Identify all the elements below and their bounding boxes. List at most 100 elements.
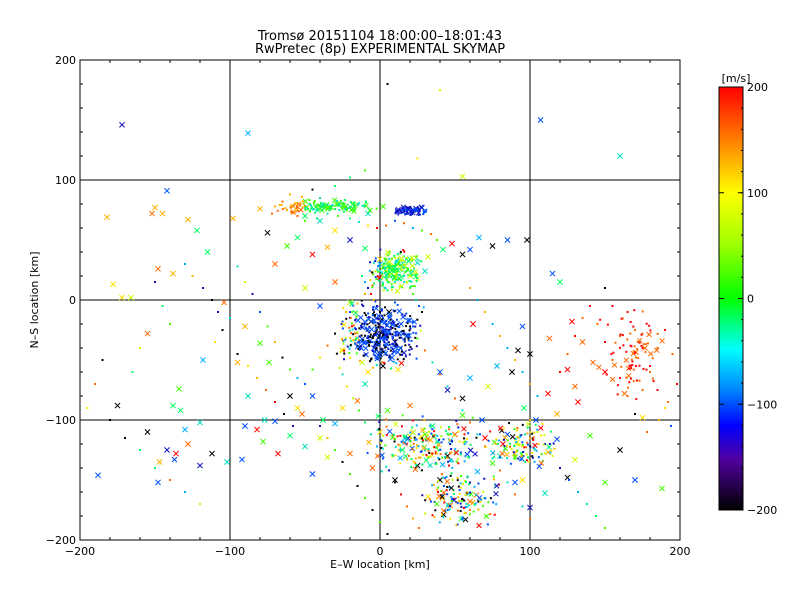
data-point-dot bbox=[395, 260, 398, 263]
data-point-dot bbox=[353, 201, 356, 204]
data-point-dot bbox=[373, 350, 376, 353]
data-point-dot bbox=[442, 485, 445, 488]
data-point-dot bbox=[605, 373, 608, 376]
data-point-dot bbox=[461, 517, 464, 520]
data-point-dot bbox=[610, 353, 613, 356]
x-tick-label: 100 bbox=[520, 545, 541, 558]
data-point-dot bbox=[460, 505, 463, 508]
data-point-dot bbox=[604, 527, 606, 529]
data-point-dot bbox=[446, 385, 449, 388]
data-point-dot bbox=[385, 270, 388, 273]
data-point-cross bbox=[422, 431, 428, 438]
data-point-dot bbox=[429, 455, 432, 458]
data-point-dot bbox=[365, 201, 368, 204]
data-point-cross bbox=[171, 456, 178, 463]
data-point-dot bbox=[354, 337, 357, 340]
data-point-dot bbox=[494, 442, 497, 445]
data-point-dot bbox=[398, 285, 401, 288]
data-point-dot bbox=[528, 437, 531, 440]
data-point-dot bbox=[372, 261, 375, 264]
data-point-cross bbox=[425, 493, 432, 500]
data-point-dot bbox=[407, 339, 410, 342]
data-point-dot bbox=[334, 449, 336, 451]
data-point-cross bbox=[361, 339, 367, 346]
data-point-dot bbox=[375, 328, 378, 331]
data-point-dot bbox=[415, 280, 418, 283]
data-point-dot bbox=[409, 285, 412, 288]
data-point-dot bbox=[469, 287, 471, 289]
data-point-cross bbox=[386, 259, 393, 265]
data-point-dot bbox=[229, 317, 231, 319]
x-axis-label: E–W location [km] bbox=[330, 558, 430, 571]
data-point-dot bbox=[486, 523, 489, 526]
data-point-dot bbox=[492, 478, 495, 481]
data-point-dot bbox=[341, 327, 344, 330]
data-point-dot bbox=[375, 326, 378, 329]
data-point-dot bbox=[543, 434, 546, 437]
data-point-dot bbox=[469, 491, 472, 494]
data-point-dot bbox=[403, 274, 406, 277]
data-point-dot bbox=[595, 515, 597, 517]
data-point-dot bbox=[319, 425, 321, 427]
data-point-dot bbox=[320, 201, 323, 204]
data-point-dot bbox=[474, 502, 477, 505]
data-point-dot bbox=[477, 508, 480, 511]
data-point-cross bbox=[339, 347, 345, 353]
data-point-dot bbox=[342, 307, 345, 310]
data-point-dot bbox=[439, 426, 442, 429]
data-point-cross bbox=[399, 447, 406, 453]
data-point-dot bbox=[370, 433, 372, 436]
data-point-dot bbox=[467, 456, 470, 459]
data-point-dot bbox=[274, 341, 276, 343]
data-point-dot bbox=[342, 340, 345, 343]
data-point-dot bbox=[366, 452, 369, 455]
data-point-dot bbox=[386, 533, 389, 535]
data-point-dot bbox=[376, 268, 379, 271]
data-point-dot bbox=[338, 367, 341, 370]
data-point-dot bbox=[427, 447, 430, 450]
data-point-cross bbox=[170, 402, 176, 409]
data-point-cross bbox=[352, 310, 359, 316]
data-point-dot bbox=[397, 258, 400, 261]
data-point-dot bbox=[423, 427, 426, 430]
data-point-dot bbox=[358, 221, 360, 223]
data-point-dot bbox=[515, 429, 518, 432]
data-point-cross bbox=[182, 426, 188, 433]
data-point-cross bbox=[144, 330, 151, 337]
data-point-dot bbox=[304, 206, 307, 209]
data-point-dot bbox=[371, 271, 374, 274]
data-point-dot bbox=[406, 505, 408, 508]
data-point-dot bbox=[458, 489, 461, 492]
data-point-dot bbox=[502, 427, 505, 430]
data-point-dot bbox=[352, 339, 355, 342]
data-point-dot bbox=[641, 389, 644, 391]
data-point-dot bbox=[408, 348, 411, 351]
data-point-dot bbox=[629, 344, 632, 347]
data-point-dot bbox=[317, 204, 320, 207]
data-point-dot bbox=[649, 329, 652, 332]
data-point-dot bbox=[382, 263, 385, 266]
data-point-dot bbox=[656, 332, 659, 335]
data-point-dot bbox=[389, 264, 392, 267]
data-point-dot bbox=[466, 475, 469, 478]
data-point-dot bbox=[399, 250, 402, 253]
data-point-dot bbox=[463, 440, 466, 443]
data-point-dot bbox=[479, 500, 482, 503]
data-point-cross bbox=[413, 273, 419, 280]
data-point-dot bbox=[354, 342, 357, 345]
data-point-dot bbox=[380, 267, 383, 270]
data-point-dot bbox=[343, 352, 346, 355]
data-point-dot bbox=[633, 345, 636, 348]
data-point-dot bbox=[392, 350, 395, 353]
data-point-dot bbox=[376, 305, 378, 307]
data-point-dot bbox=[553, 447, 556, 450]
data-point-dot bbox=[418, 456, 421, 459]
data-point-dot bbox=[236, 265, 239, 268]
data-point-dot bbox=[439, 373, 441, 376]
data-point-dot bbox=[526, 441, 529, 444]
data-point-dot bbox=[387, 316, 390, 319]
data-point-dot bbox=[397, 276, 400, 279]
colorbar-ticks bbox=[719, 86, 743, 511]
data-point-dot bbox=[372, 311, 375, 314]
x-tick-label: 200 bbox=[670, 545, 691, 558]
